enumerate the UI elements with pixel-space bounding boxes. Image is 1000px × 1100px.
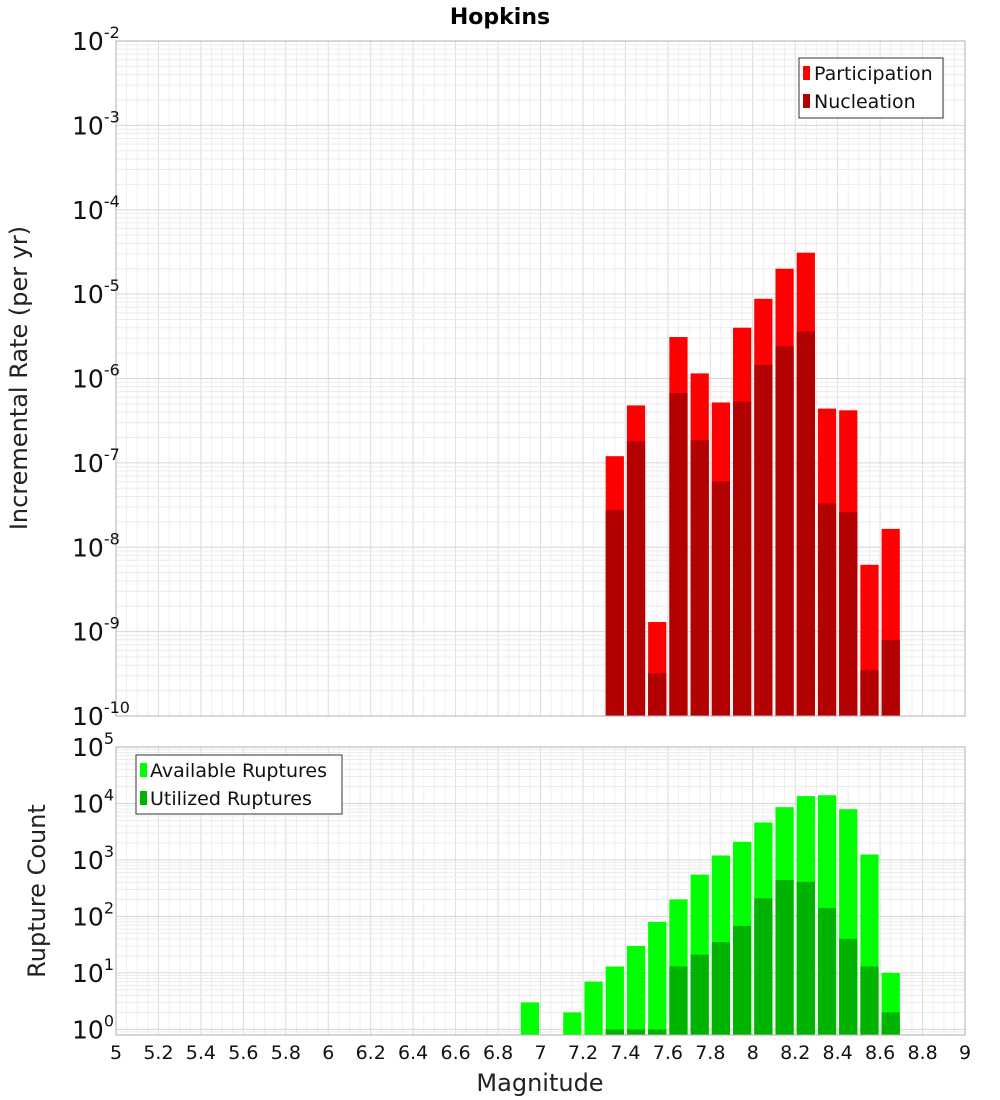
y-tick-label: 10-10: [72, 698, 130, 731]
x-tick-label: 7.4: [610, 1042, 640, 1064]
top-nucleation-bar: [754, 364, 773, 716]
y-tick-label: 10-7: [72, 445, 120, 478]
top-y-axis-label: Incremental Rate (per yr): [5, 226, 33, 530]
bottom-utilized-ruptures-bar: [626, 1029, 646, 1035]
bottom-available-ruptures-bar: [520, 1002, 539, 1035]
top-nucleation-bar: [881, 639, 900, 716]
bottom-utilized-ruptures-bar: [648, 1029, 667, 1035]
bottom-utilized-ruptures-bar: [817, 908, 837, 1035]
top-nucleation-bar: [626, 441, 646, 716]
y-tick-label: 104: [72, 785, 114, 818]
legend-label-participation: Participation: [814, 63, 933, 85]
x-tick-label: 8.6: [865, 1042, 895, 1064]
bottom-available-ruptures-bar: [584, 981, 603, 1035]
x-tick-label: 7: [534, 1042, 546, 1064]
x-tick-label: 7.2: [568, 1042, 598, 1064]
legend-label-nucleation: Nucleation: [814, 91, 916, 113]
bottom-available-ruptures-bar: [563, 1012, 582, 1035]
y-tick-label: 10-5: [72, 276, 120, 309]
top-nucleation-bar: [669, 393, 688, 716]
x-tick-label: 6.2: [356, 1042, 386, 1064]
y-tick-label: 105: [72, 729, 114, 762]
bottom-panel: 100 101 102 103 104 105 Rupture Count Availab…: [23, 729, 966, 1044]
y-tick-label: 10-3: [72, 107, 120, 140]
legend-label-available: Available Ruptures: [150, 760, 327, 782]
x-axis-label: Magnitude: [476, 1069, 603, 1097]
x-tick-label: 5.8: [271, 1042, 301, 1064]
y-tick-label: 102: [72, 898, 114, 931]
bottom-utilized-ruptures-bar: [775, 880, 794, 1035]
bottom-available-ruptures-bar: [605, 966, 624, 1035]
y-tick-label: 10-2: [72, 23, 120, 56]
x-tick-label: 5.6: [228, 1042, 258, 1064]
top-nucleation-bar: [839, 512, 858, 716]
bottom-plot-frame: [115, 746, 966, 1036]
legend-swatch-nucleation: [803, 94, 810, 108]
bottom-legend: Available Ruptures Utilized Ruptures: [135, 754, 343, 815]
top-nucleation-bar: [775, 346, 794, 716]
top-panel: 10-2 10-3 10-4 10-5 10-6 10-7 10-8 10-9 10-10 In…: [5, 23, 966, 731]
x-tick-label: 8.8: [907, 1042, 937, 1064]
x-tick-label: 8.4: [823, 1042, 853, 1064]
x-tick-label: 6: [322, 1042, 334, 1064]
x-tick-label: 6.6: [440, 1042, 470, 1064]
bottom-utilized-ruptures-bar: [796, 881, 815, 1035]
top-nucleation-bar: [796, 331, 815, 716]
top-nucleation-bar: [860, 670, 879, 716]
top-legend: Participation Nucleation: [798, 57, 944, 119]
bottom-utilized-ruptures-bar: [860, 966, 879, 1035]
bottom-utilized-ruptures-bar: [754, 898, 773, 1035]
top-nucleation-bar: [605, 510, 624, 716]
top-nucleation-bar: [711, 481, 731, 716]
x-tick-label: 5.4: [186, 1042, 216, 1064]
top-nucleation-bar: [733, 401, 752, 716]
y-tick-label: 10-8: [72, 529, 120, 562]
x-tick-label: 5: [110, 1042, 122, 1064]
bottom-utilized-ruptures-bar: [605, 1029, 624, 1035]
top-nucleation-bar: [648, 673, 667, 716]
x-tick-label: 5.2: [143, 1042, 173, 1064]
x-tick-label: 7.6: [653, 1042, 683, 1064]
legend-swatch-participation: [803, 66, 810, 80]
bottom-legend-box: [135, 754, 343, 815]
bottom-utilized-ruptures-bar: [669, 966, 688, 1035]
x-tick-label: 6.8: [483, 1042, 513, 1064]
x-tick-label: 9: [959, 1042, 971, 1064]
bottom-available-ruptures-bar: [648, 921, 667, 1035]
y-tick-label: 103: [72, 842, 114, 875]
legend-swatch-available: [140, 763, 147, 777]
x-tick-label: 8.2: [780, 1042, 810, 1064]
bottom-utilized-ruptures-bar: [711, 942, 731, 1035]
x-tick-label: 7.8: [695, 1042, 725, 1064]
bottom-utilized-ruptures-bar: [881, 1012, 900, 1035]
top-nucleation-bar: [690, 440, 709, 716]
y-tick-label: 10-4: [72, 192, 120, 225]
bottom-y-axis-label: Rupture Count: [23, 804, 51, 978]
y-tick-label: 101: [72, 955, 114, 988]
x-tick-label: 6.4: [398, 1042, 428, 1064]
top-legend-box: [798, 57, 944, 119]
bottom-utilized-ruptures-bar: [839, 938, 858, 1035]
x-tick-label: 8: [747, 1042, 759, 1064]
top-plot-frame: [115, 40, 966, 717]
y-tick-label: 10-9: [72, 614, 120, 647]
y-tick-label: 10-6: [72, 361, 120, 394]
top-nucleation-bar: [817, 503, 837, 716]
y-tick-label: 100: [72, 1011, 114, 1044]
legend-swatch-utilized: [140, 791, 147, 805]
bottom-utilized-ruptures-bar: [690, 954, 709, 1035]
legend-label-utilized: Utilized Ruptures: [150, 788, 312, 810]
bottom-available-ruptures-bar: [626, 945, 646, 1035]
bottom-utilized-ruptures-bar: [733, 925, 752, 1035]
chart-title: Hopkins: [450, 5, 550, 30]
